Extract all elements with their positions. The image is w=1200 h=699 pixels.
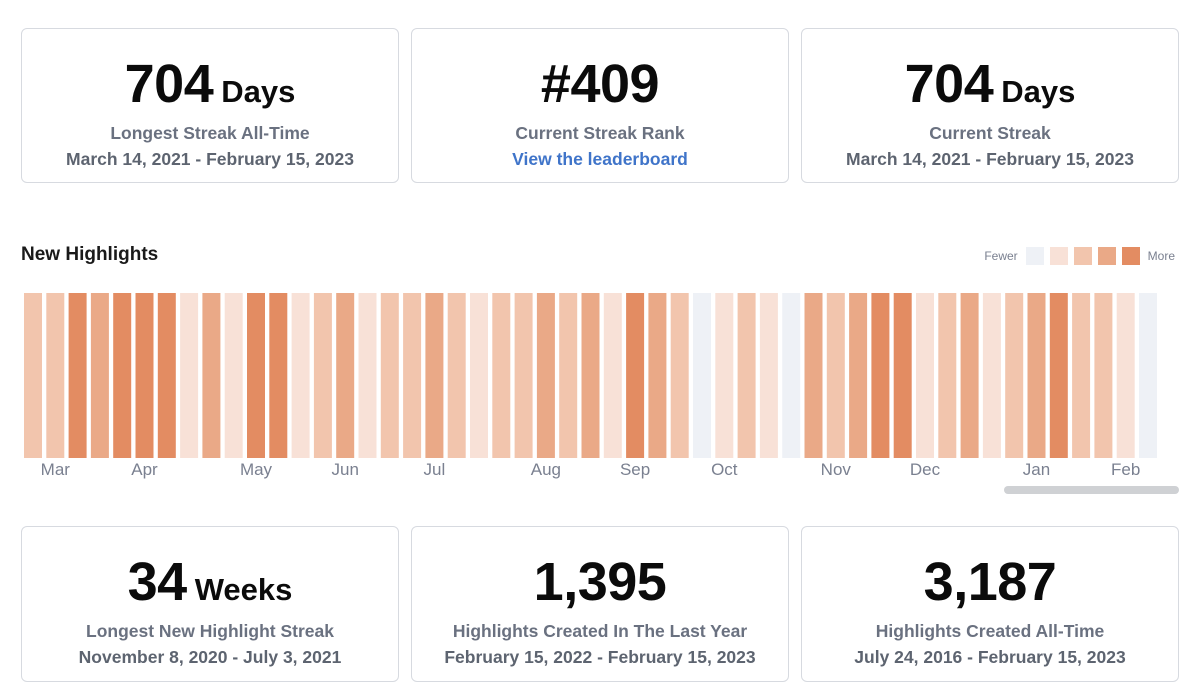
heatmap-week-bar[interactable] bbox=[804, 293, 823, 458]
longest-streak-card: 704 Days Longest Streak All-Time March 14… bbox=[21, 28, 399, 183]
heatmap-week-bar[interactable] bbox=[871, 293, 890, 458]
heatmap-week-bar[interactable] bbox=[68, 293, 87, 458]
longest-streak-value: 704 Days bbox=[124, 54, 296, 114]
heatmap-week-bar[interactable] bbox=[826, 293, 845, 458]
heatmap-week-bar[interactable] bbox=[46, 293, 65, 458]
current-streak-label: Current Streak bbox=[929, 123, 1051, 143]
highlights-last-year-card: 1,395 Highlights Created In The Last Yea… bbox=[411, 526, 789, 682]
highlights-all-time-label: Highlights Created All-Time bbox=[875, 621, 1105, 641]
heatmap-week-bar[interactable] bbox=[536, 293, 555, 458]
heatmap-week-bar[interactable] bbox=[336, 293, 355, 458]
heatmap-week-bar[interactable] bbox=[514, 293, 533, 458]
current-streak-dates: March 14, 2021 - February 15, 2023 bbox=[846, 149, 1134, 169]
streak-rank-label: Current Streak Rank bbox=[515, 123, 685, 143]
highlights-all-time-card: 3,187 Highlights Created All-Time July 2… bbox=[801, 526, 1179, 682]
heatmap-week-bar[interactable] bbox=[1027, 293, 1046, 458]
heatmap-week-bar[interactable] bbox=[693, 293, 711, 458]
legend-swatch-2 bbox=[1073, 247, 1092, 265]
heatmap-legend: Fewer More bbox=[984, 247, 1175, 265]
heatmap-week-bar[interactable] bbox=[1116, 293, 1135, 458]
heatmap-scrollbar[interactable] bbox=[1004, 486, 1179, 494]
heatmap-week-bar[interactable] bbox=[960, 293, 979, 458]
month-label: Feb bbox=[1111, 460, 1140, 479]
month-label: Sep bbox=[620, 460, 650, 479]
heatmap-week-bar[interactable] bbox=[269, 293, 288, 458]
legend-swatch-3 bbox=[1097, 247, 1116, 265]
longest-highlight-streak-card: 34 Weeks Longest New Highlight Streak Nov… bbox=[21, 526, 399, 682]
heatmap-week-bar[interactable] bbox=[425, 293, 444, 458]
month-label: May bbox=[240, 460, 273, 479]
heatmap-week-bar[interactable] bbox=[113, 293, 132, 458]
highlights-all-time-value: 3,187 bbox=[923, 552, 1057, 612]
heatmap-week-bar[interactable] bbox=[247, 293, 265, 458]
heatmap-week-bar[interactable] bbox=[313, 293, 332, 458]
heatmap-week-bar[interactable] bbox=[90, 293, 109, 458]
heatmap-week-bar[interactable] bbox=[603, 293, 622, 458]
heatmap-week-bar[interactable] bbox=[492, 293, 511, 458]
heatmap-week-bar[interactable] bbox=[581, 293, 600, 458]
heatmap-week-bar[interactable] bbox=[202, 293, 221, 458]
heatmap-week-bar[interactable] bbox=[982, 293, 1001, 458]
highlights-all-time-dates: July 24, 2016 - February 15, 2023 bbox=[854, 647, 1126, 667]
month-label: Jun bbox=[331, 460, 358, 479]
month-label: Jan bbox=[1023, 460, 1050, 479]
highlights-last-year-value: 1,395 bbox=[533, 552, 667, 612]
heatmap-week-bar[interactable] bbox=[938, 293, 957, 458]
heatmap-week-bar[interactable] bbox=[24, 293, 42, 458]
view-leaderboard-link[interactable]: View the leaderboard bbox=[512, 149, 688, 169]
legend-swatch-1 bbox=[1049, 247, 1068, 265]
heatmap-week-bar[interactable] bbox=[893, 293, 912, 458]
legend-more-label: More bbox=[1147, 249, 1175, 263]
heatmap-week-bar[interactable] bbox=[180, 293, 199, 458]
heatmap-week-bar[interactable] bbox=[715, 293, 734, 458]
heatmap-week-bar[interactable] bbox=[358, 293, 377, 458]
legend-fewer-label: Fewer bbox=[984, 249, 1018, 263]
heatmap-week-bar[interactable] bbox=[447, 293, 466, 458]
month-label: Jul bbox=[424, 460, 446, 479]
heatmap-svg: Mar Apr May Jun Jul Aug Sep Oct Nov Dec Jan Feb bbox=[24, 293, 1157, 479]
month-label: Mar bbox=[41, 460, 71, 479]
heatmap-week-bar[interactable] bbox=[782, 293, 801, 458]
longest-highlight-streak-value: 34 Weeks bbox=[127, 552, 293, 612]
heatmap-week-bar[interactable] bbox=[670, 293, 689, 458]
heatmap-week-bar[interactable] bbox=[916, 293, 934, 458]
longest-streak-label: Longest Streak All-Time bbox=[110, 123, 310, 143]
heatmap-week-bar[interactable] bbox=[759, 293, 778, 458]
new-highlights-heatmap[interactable]: Mar Apr May Jun Jul Aug Sep Oct Nov Dec Jan Feb bbox=[21, 293, 1179, 481]
highlights-last-year-label: Highlights Created In The Last Year bbox=[452, 621, 748, 641]
highlights-last-year-dates: February 15, 2022 - February 15, 2023 bbox=[444, 647, 756, 667]
heatmap-week-bar[interactable] bbox=[403, 293, 422, 458]
heatmap-week-bar[interactable] bbox=[648, 293, 667, 458]
streak-rank-value: #409 bbox=[540, 54, 660, 114]
new-highlights-title: New Highlights bbox=[21, 244, 159, 265]
month-label: Dec bbox=[910, 460, 941, 479]
legend-swatch-4 bbox=[1121, 247, 1140, 265]
month-label: Nov bbox=[821, 460, 852, 479]
longest-streak-dates: March 14, 2021 - February 15, 2023 bbox=[66, 149, 354, 169]
heatmap-week-bar[interactable] bbox=[380, 293, 399, 458]
heatmap-week-bar[interactable] bbox=[737, 293, 756, 458]
heatmap-week-bar[interactable] bbox=[849, 293, 868, 458]
heatmap-week-bar[interactable] bbox=[1094, 293, 1113, 458]
month-label: Aug bbox=[531, 460, 561, 479]
longest-highlight-streak-label: Longest New Highlight Streak bbox=[86, 621, 334, 641]
heatmap-week-bar[interactable] bbox=[559, 293, 578, 458]
heatmap-week-bar[interactable] bbox=[470, 293, 488, 458]
month-label: Oct bbox=[711, 460, 738, 479]
heatmap-week-bar[interactable] bbox=[291, 293, 310, 458]
heatmap-week-bar[interactable] bbox=[1005, 293, 1024, 458]
current-streak-card: 704 Days Current Streak March 14, 2021 - … bbox=[801, 28, 1179, 183]
heatmap-week-bar[interactable] bbox=[1049, 293, 1068, 458]
streak-rank-card: #409 Current Streak Rank View the leader… bbox=[411, 28, 789, 183]
heatmap-week-bar[interactable] bbox=[1072, 293, 1091, 458]
heatmap-week-bar[interactable] bbox=[157, 293, 176, 458]
heatmap-week-bar[interactable] bbox=[135, 293, 154, 458]
heatmap-week-bar[interactable] bbox=[626, 293, 645, 458]
heatmap-week-bar[interactable] bbox=[1139, 293, 1157, 458]
longest-highlight-streak-dates: November 8, 2020 - July 3, 2021 bbox=[78, 647, 342, 667]
month-label: Apr bbox=[131, 460, 158, 479]
legend-swatch-0 bbox=[1025, 247, 1044, 265]
heatmap-week-bar[interactable] bbox=[224, 293, 243, 458]
current-streak-value: 704 Days bbox=[904, 54, 1076, 114]
